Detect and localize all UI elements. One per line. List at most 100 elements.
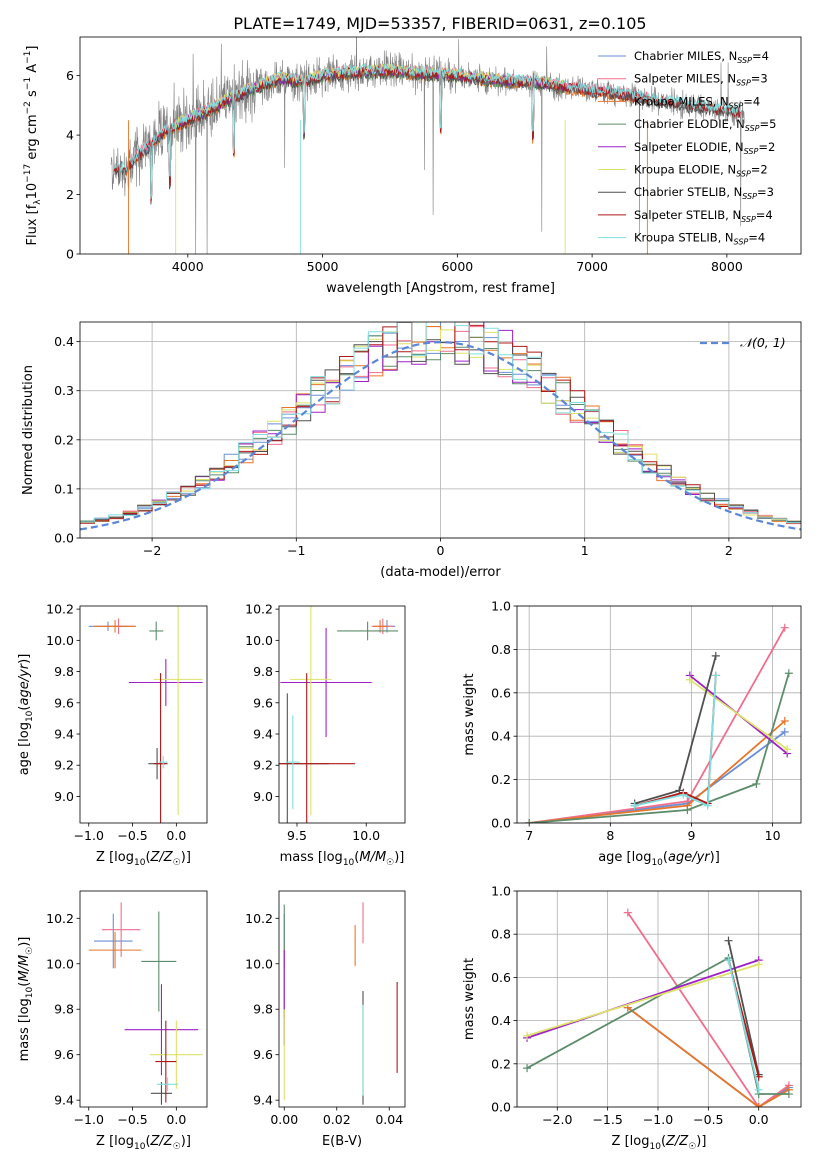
y-tick-label: 6 xyxy=(66,68,74,83)
legend-suffix: =4 xyxy=(752,49,769,63)
weight-line xyxy=(526,963,759,1037)
data-layer xyxy=(110,37,745,254)
legend-label: Chabrier STELIB, N xyxy=(634,185,742,199)
figure-title: PLATE=1749, MJD=53357, FIBERID=0631, z=0… xyxy=(233,14,646,33)
label-part: ☉ xyxy=(173,858,181,868)
legend-label: Chabrier MILES, N xyxy=(634,49,737,63)
label-part: ☉ xyxy=(25,947,35,955)
y-axis-label: Flux [fλ10−17 erg cm−2 s−1 A−1] xyxy=(23,46,43,246)
weight-point-marker xyxy=(523,1064,532,1073)
label-part: ( xyxy=(145,850,150,865)
y-tick-label: 10.2 xyxy=(46,911,74,926)
errorbar-kroupa-elodie xyxy=(290,606,332,816)
y-tick-label: 9.8 xyxy=(54,1002,74,1017)
normal-curve-line xyxy=(80,341,801,531)
y-tick-label: 10.0 xyxy=(46,633,74,648)
errorbar-kroupa-miles xyxy=(94,620,137,633)
legend-entry: 𝒩(0, 1) xyxy=(740,335,786,350)
label-part: M/M xyxy=(17,955,32,982)
label-part: Z [log xyxy=(612,1134,650,1149)
legend-suffix: =4 xyxy=(743,94,760,108)
label-part: )] xyxy=(181,1134,191,1149)
errorbar-chabrier-elodie xyxy=(337,621,399,641)
legend-entry: Kroupa STELIB, NSSP=4 xyxy=(634,231,765,247)
y-tick-label: 1.0 xyxy=(491,599,511,614)
legend-sub: SSP xyxy=(745,124,760,133)
label-part: mass [log xyxy=(17,998,32,1061)
legend-sub: SSP xyxy=(736,170,751,179)
chart-Z-mass: −1.0 −0.5 0.09.49.69.810.010.2Z [log10(Z/Z… xyxy=(17,890,208,1152)
axes-frame xyxy=(79,321,802,539)
label-part: 10 xyxy=(134,1142,146,1152)
y-tick-label: 0.4 xyxy=(54,334,74,349)
weight-point-marker xyxy=(784,1090,793,1099)
label-part: 10 xyxy=(343,858,355,868)
chart-Z-age: −1.0 −0.5 0.0 9.0 9.2 9.4 9.6 9.8 10.0 10.2 Z [log… xyxy=(17,602,208,868)
weight-series-chabrier-elodie xyxy=(525,669,793,823)
legend-sub: SSP xyxy=(744,147,759,156)
weight-point-marker xyxy=(780,717,789,726)
errorbar-kroupa-stelib xyxy=(158,755,168,769)
y-tick-label: 0.2 xyxy=(491,1056,511,1071)
x-tick-label: −1.0 xyxy=(643,1112,673,1127)
y-tick-label: 9.4 xyxy=(253,1093,273,1108)
errorbar-chabrier-stelib xyxy=(150,1081,172,1105)
chart-mass-age: 9.5 10.0 9.0 9.2 9.4 9.6 9.8 10.0 10.2 mass [log1… xyxy=(245,602,406,868)
label-part: )] xyxy=(394,850,404,865)
data-layer xyxy=(80,322,801,531)
label-part: )] xyxy=(710,850,720,865)
weight-point-marker xyxy=(780,623,789,632)
x-tick-label: 8000 xyxy=(711,259,743,274)
legend-suffix: =3 xyxy=(751,72,768,86)
weight-point-marker xyxy=(780,727,789,736)
label-part: ( xyxy=(17,706,32,711)
x-tick-label: −0.5 xyxy=(117,828,147,843)
label-part: )] xyxy=(181,850,191,865)
axes-frame xyxy=(278,605,406,824)
y-tick-label: 10.0 xyxy=(245,633,273,648)
legend-sub: SSP xyxy=(736,79,751,88)
label-part: )] xyxy=(17,937,32,947)
errorbar-salpeter-elodie xyxy=(124,984,199,1076)
legend-entry: Chabrier MILES, NSSP=4 xyxy=(634,49,769,65)
weight-point-marker xyxy=(703,801,712,810)
x-tick-label: 9.5 xyxy=(287,828,307,843)
y-tick-label: 0.8 xyxy=(491,642,511,657)
x-tick-label: 0.02 xyxy=(323,1112,351,1127)
x-axis-label: wavelength [Angstrom, rest frame] xyxy=(326,281,555,296)
y-tick-label: 9.6 xyxy=(54,695,74,710)
x-tick-label: −0.5 xyxy=(693,1112,723,1127)
y-tick-label: 9.4 xyxy=(253,727,273,742)
y-tick-label: 9.0 xyxy=(54,789,74,804)
weight-line xyxy=(634,655,717,805)
label-part: age/yr xyxy=(668,850,711,865)
x-tick-label: 6000 xyxy=(441,259,473,274)
y-tick-label: 9.6 xyxy=(253,695,273,710)
label-part: ☉ xyxy=(688,1142,696,1152)
x-axis-label: E(B-V) xyxy=(322,1134,362,1149)
errorbar-kroupa-elodie xyxy=(150,1020,203,1089)
model-spectrum-kroupa-stelib xyxy=(113,63,741,199)
x-tick-label: 0.0 xyxy=(166,1112,186,1127)
legend-suffix: =4 xyxy=(756,208,773,222)
label-part: ( xyxy=(661,1134,666,1149)
legend-suffix: =3 xyxy=(757,185,774,199)
weight-point-marker xyxy=(784,669,793,678)
y-axis-label: mass weight xyxy=(462,958,477,1040)
legend-suffix: =4 xyxy=(748,231,765,245)
errorbar-kroupa-stelib xyxy=(285,715,300,809)
weight-point-marker xyxy=(754,1103,763,1107)
label-part: 10 xyxy=(651,858,663,868)
x-tick-label: −1 xyxy=(287,543,305,558)
errorbar-chabrier-elodie xyxy=(149,621,164,641)
y-tick-label: 9.6 xyxy=(253,1047,273,1062)
weight-series-kroupa-stelib xyxy=(724,956,763,1094)
weight-point-marker xyxy=(783,745,792,754)
x-axis-label: mass [log10(M/M☉)] xyxy=(280,850,405,868)
legend-entry: Chabrier ELODIE, NSSP=5 xyxy=(634,117,776,133)
y-tick-label: 10.2 xyxy=(245,602,273,617)
weight-point-marker xyxy=(754,960,763,969)
chart-Z-weight: −2.0 −1.5 −1.0 −0.5 0.0 0.0 0.2 0.4 0.6 0.8 1.0 Z [… xyxy=(462,884,802,1152)
model-spectrum-salpeter-stelib xyxy=(113,66,741,203)
